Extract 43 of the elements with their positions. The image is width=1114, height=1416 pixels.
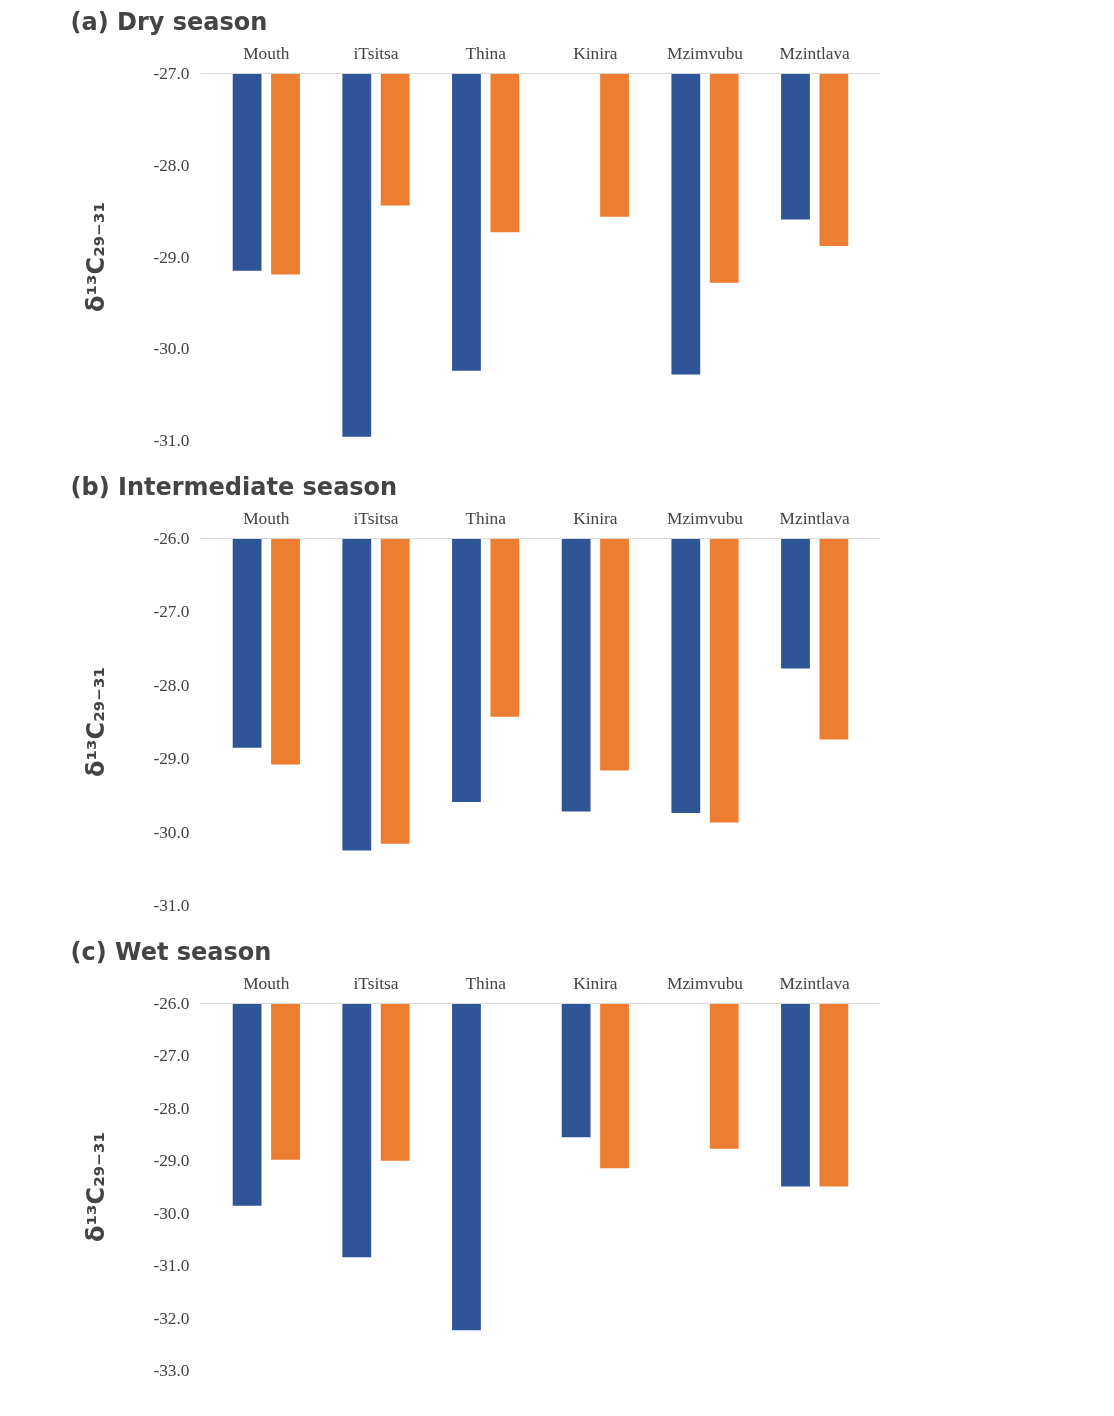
- chart-title: (a) Dry season: [70, 7, 268, 36]
- x-tick-label: Thina: [465, 43, 507, 63]
- x-tick-label: iTsitsa: [353, 508, 399, 528]
- y-tick-label: -28.0: [153, 155, 190, 175]
- y-tick-label: -31.0: [153, 896, 190, 915]
- chart-title: (b) Intermediate season: [70, 472, 398, 501]
- y-tick-label: -27.0: [153, 1046, 190, 1066]
- y-axis-title: δ¹³C₂₉₋₃₁: [82, 202, 111, 312]
- x-tick-label: Mouth: [243, 43, 290, 63]
- chart-title: (c) Wet season: [70, 937, 272, 966]
- y-tick-label: -29.0: [153, 247, 190, 267]
- y-tick-label: -33.0: [153, 1361, 190, 1380]
- x-tick-label: Mzintlava: [779, 508, 851, 528]
- y-axis-title: δ¹³C₂₉₋₃₁: [82, 1132, 111, 1242]
- y-axis-title: δ¹³C₂₉₋₃₁: [82, 667, 111, 777]
- y-tick-label: -31.0: [153, 1256, 190, 1276]
- y-tick-label: -26.0: [153, 994, 190, 1013]
- x-tick-label: Kinira: [573, 973, 618, 993]
- y-tick-label: -30.0: [153, 1203, 190, 1223]
- y-tick-label: -30.0: [153, 822, 190, 842]
- x-tick-label: Kinira: [573, 43, 618, 63]
- y-tick-label: -27.0: [153, 64, 190, 83]
- x-tick-label: Kinira: [573, 508, 618, 528]
- x-tick-label: Mzimvubu: [666, 973, 744, 993]
- y-tick-label: -26.0: [153, 529, 190, 548]
- x-tick-label: Thina: [465, 973, 507, 993]
- y-tick-label: -29.0: [153, 1151, 190, 1171]
- y-tick-label: -32.0: [153, 1308, 190, 1328]
- y-tick-label: -28.0: [153, 1098, 190, 1118]
- y-tick-label: -29.0: [153, 749, 190, 769]
- x-tick-label: Mouth: [243, 973, 290, 993]
- x-tick-label: Mzimvubu: [666, 43, 744, 63]
- y-tick-label: -30.0: [153, 339, 190, 359]
- y-tick-label: -28.0: [153, 675, 190, 695]
- y-tick-label: -27.0: [153, 602, 190, 622]
- y-tick-label: -31.0: [153, 431, 190, 450]
- x-tick-label: Mzintlava: [779, 43, 851, 63]
- x-tick-label: iTsitsa: [353, 973, 399, 993]
- x-tick-label: Thina: [465, 508, 507, 528]
- x-tick-label: Mouth: [243, 508, 290, 528]
- x-tick-label: Mzimvubu: [666, 508, 744, 528]
- x-tick-label: iTsitsa: [353, 43, 399, 63]
- x-tick-label: Mzintlava: [779, 973, 851, 993]
